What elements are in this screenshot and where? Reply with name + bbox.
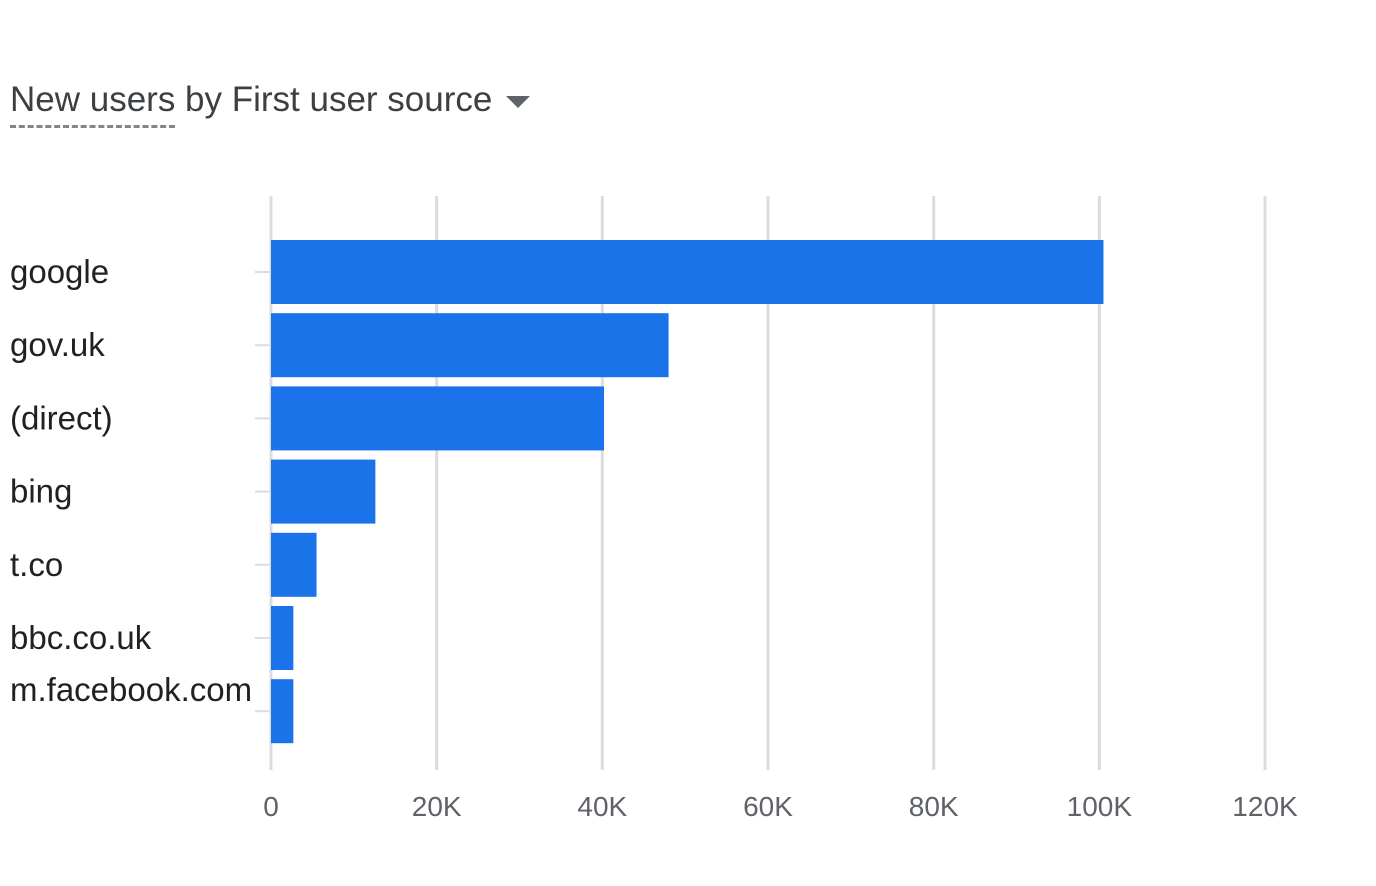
category-label: bbc.co.uk: [10, 619, 152, 656]
bar-gov-uk[interactable]: [271, 313, 669, 378]
bar-m-facebook-com[interactable]: [271, 679, 294, 744]
x-tick-label: 100K: [1067, 791, 1133, 822]
x-tick-label: 40K: [577, 791, 627, 822]
category-label: (direct): [10, 399, 113, 436]
chart-title[interactable]: New users by First user source: [10, 80, 531, 128]
bars: [271, 240, 1104, 744]
category-label: m.facebook.com: [10, 671, 252, 708]
bar-bing[interactable]: [271, 459, 376, 524]
x-tick-label: 20K: [412, 791, 462, 822]
category-label: t.co: [10, 546, 63, 583]
x-axis-ticks: 0 20K 40K 60K 80K 100K 120K: [263, 791, 1298, 822]
x-tick-label: 60K: [743, 791, 793, 822]
bar-google[interactable]: [271, 240, 1104, 304]
metric-name[interactable]: New users: [10, 80, 176, 128]
x-tick-label: 80K: [909, 791, 959, 822]
category-label: gov.uk: [10, 326, 105, 363]
bar-direct[interactable]: [271, 386, 604, 451]
dimension-name: by First user source: [175, 80, 493, 119]
category-labels: google gov.uk (direct) bing t.co bbc.co.uk m.f…: [10, 253, 252, 708]
bar-t-co[interactable]: [271, 532, 317, 597]
category-label: google: [10, 253, 109, 290]
x-tick-label: 120K: [1232, 791, 1298, 822]
category-label: bing: [10, 473, 72, 510]
bar-bbc-co-uk[interactable]: [271, 606, 294, 670]
caret-down-icon[interactable]: [506, 96, 531, 108]
x-tick-label: 0: [263, 791, 279, 822]
